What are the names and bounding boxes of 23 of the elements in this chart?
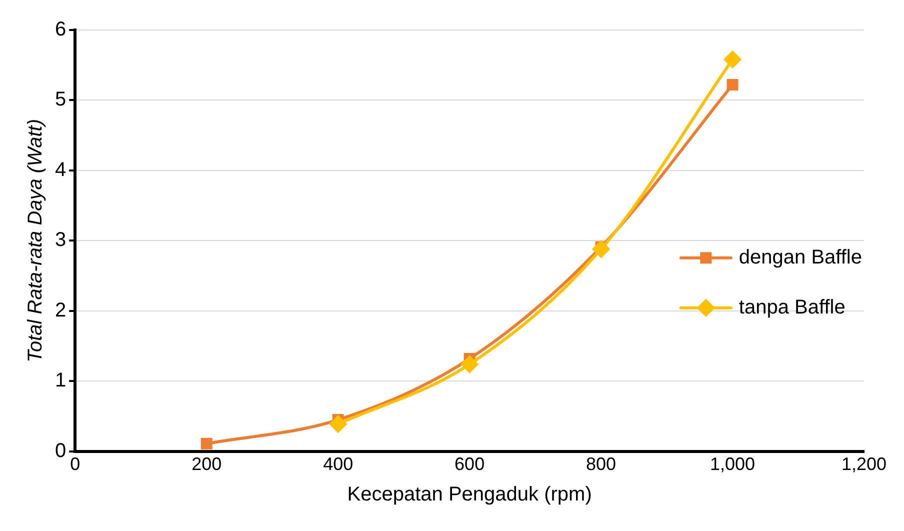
x-tick-label: 400 xyxy=(323,454,354,474)
x-tick-label: 600 xyxy=(454,454,485,474)
y-tick-label: 1 xyxy=(55,370,66,392)
x-tick-label: 1,200 xyxy=(841,454,887,474)
y-tick-label: 3 xyxy=(55,229,66,252)
x-tick-label: 800 xyxy=(586,454,616,474)
point xyxy=(200,438,212,450)
point xyxy=(592,240,610,258)
y-axis-title: Total Rata-rata Daya (Watt) xyxy=(24,118,47,362)
x-tick-label: 1,000 xyxy=(710,454,756,474)
point xyxy=(461,356,478,373)
y-tick-label: 2 xyxy=(55,299,66,322)
x-axis-title: Kecepatan Pengaduk (rpm) xyxy=(347,484,592,506)
point xyxy=(330,416,347,433)
legend-label: dengan Baffle xyxy=(738,246,862,268)
x-tick-label: 0 xyxy=(70,454,80,474)
x-tick-label: 200 xyxy=(192,454,222,474)
point xyxy=(724,51,742,68)
y-tick-label: 6 xyxy=(55,18,66,41)
y-tick-label: 4 xyxy=(55,158,66,181)
y-tick-label: 5 xyxy=(55,88,66,111)
point xyxy=(726,79,738,91)
legend-label: tanpa Baffle xyxy=(738,296,846,318)
